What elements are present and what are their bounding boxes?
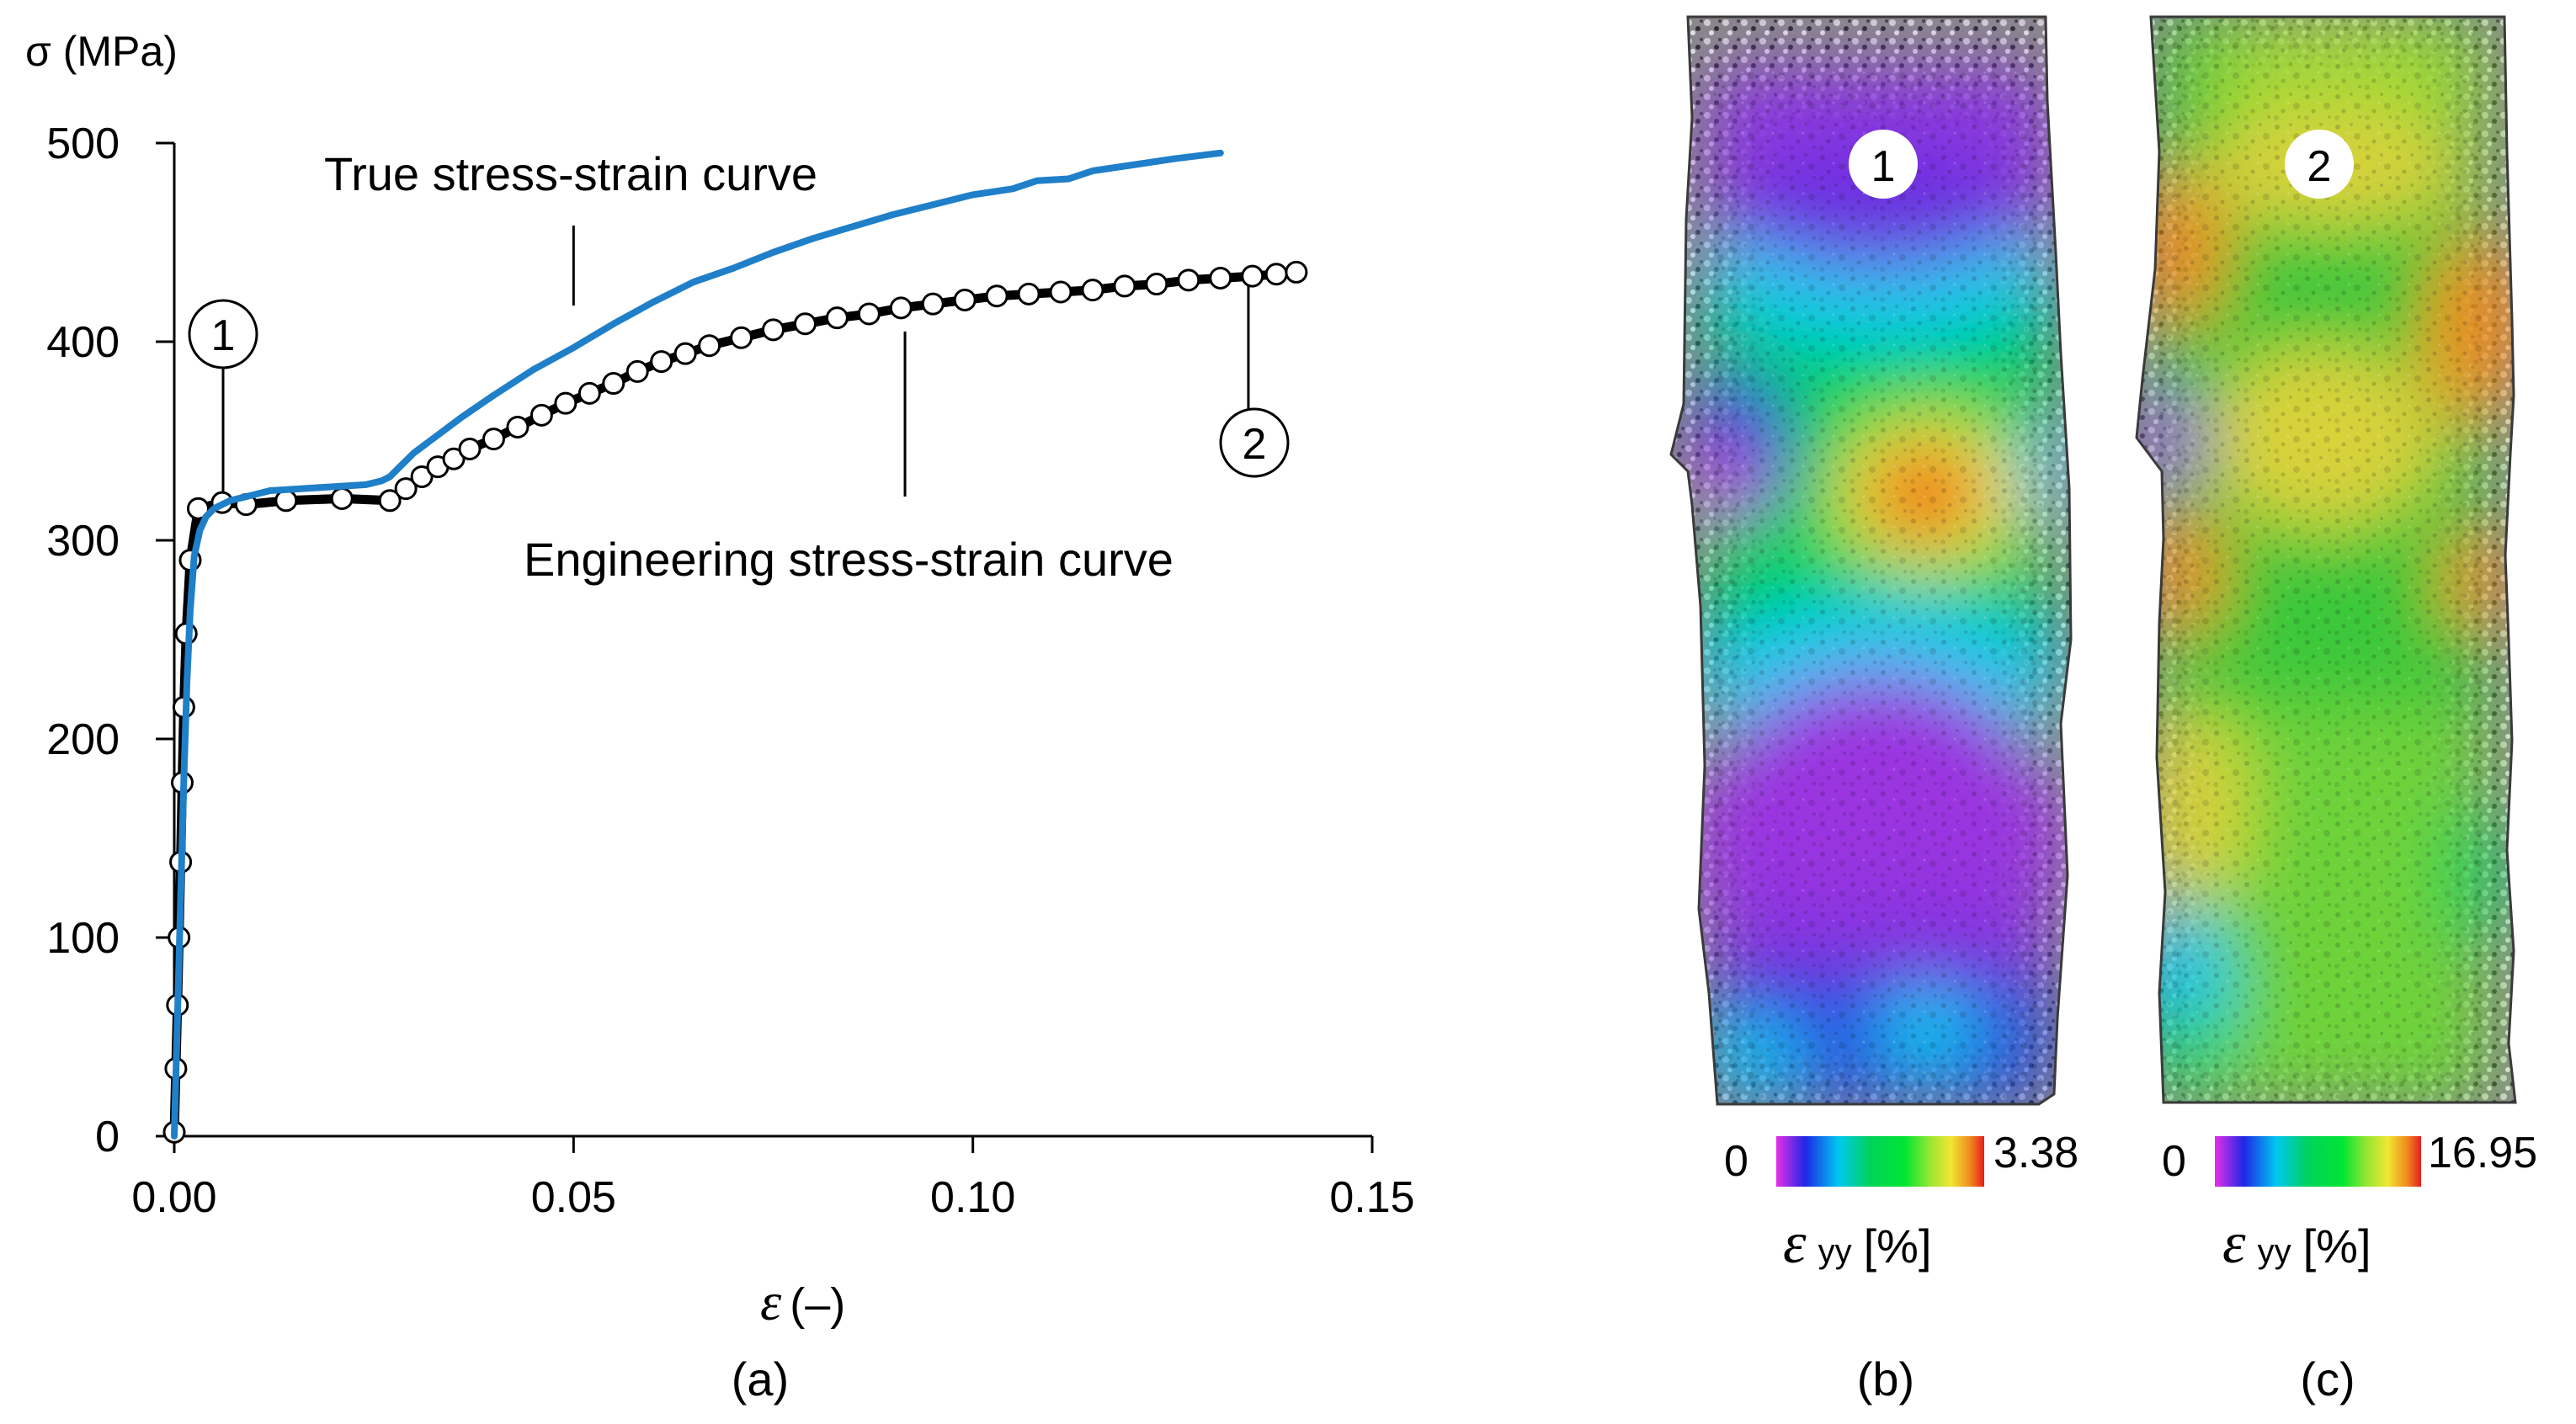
x-tick-label: 0.00 — [131, 1173, 216, 1222]
panel-c-colorbar-gradient — [2215, 1136, 2421, 1187]
panel-a-label: (a) — [732, 1352, 789, 1405]
panel-b-colorbar-gradient — [1776, 1136, 1984, 1187]
engineering-data-point — [274, 489, 298, 513]
engineering-stress-strain-line — [169, 267, 1297, 1133]
engineering-data-point — [889, 296, 913, 320]
tick-marks — [156, 141, 1374, 1153]
panel-c-marker: 2 — [2285, 130, 2354, 199]
panel-c-colorbar-label: ε yy [%] — [2222, 1211, 2371, 1276]
point-1-marker: 1 — [188, 299, 258, 369]
point-2-label: 2 — [1243, 420, 1267, 469]
engineering-data-point — [650, 350, 673, 374]
panel-b-label: (b) — [1857, 1352, 1914, 1405]
panel-b-colorbar-label: ε yy [%] — [1783, 1211, 1932, 1276]
engineering-data-point — [793, 312, 817, 336]
x-tick-labels: 0.00 0.05 0.10 0.15 — [131, 1173, 1414, 1222]
panel-b-marker-label: 1 — [1871, 142, 1896, 191]
engineering-curve-annotation: Engineering stress-strain curve — [524, 533, 1174, 586]
engineering-data-point — [530, 403, 553, 427]
engineering-data-point — [1177, 268, 1200, 292]
point-2-marker: 2 — [1219, 407, 1290, 478]
panel-b-marker-circle — [1849, 130, 1918, 199]
x-tick-label: 0.15 — [1329, 1173, 1414, 1222]
engineering-data-point — [1241, 264, 1264, 288]
specimen-c-image — [2137, 17, 2515, 1103]
engineering-data-point — [1264, 263, 1288, 286]
point-1-circle — [188, 299, 258, 369]
stress-strain-chart: σ (MPa) 0 100 200 300 400 500 0.00 0.05 0.10 0.1… — [25, 28, 1415, 1405]
engineering-data-point — [442, 447, 466, 470]
y-tick-label: 200 — [46, 715, 120, 764]
x-axis-label: ε (–) — [760, 1272, 845, 1331]
engineering-data-point — [625, 359, 649, 383]
engineering-data-point — [394, 477, 418, 501]
engineering-data-point — [458, 437, 482, 460]
engineering-data-point — [330, 486, 354, 510]
engineering-data-point — [1209, 266, 1232, 290]
y-tick-label: 0 — [95, 1113, 120, 1161]
engineering-data-point — [1049, 280, 1072, 304]
engineering-data-point — [1285, 260, 1308, 284]
engineering-data-point — [554, 391, 577, 415]
engineering-data-point — [673, 342, 697, 365]
engineering-data-point — [410, 465, 434, 488]
engineering-data-point — [825, 306, 849, 330]
panel-b-strain-field: 1 0 3.38 ε yy [%] (b) — [1669, 15, 2078, 1405]
point-2-circle — [1219, 407, 1290, 478]
engineering-data-point — [857, 302, 881, 326]
engineering-data-point — [577, 381, 601, 405]
panel-c-marker-circle — [2285, 130, 2354, 199]
panel-c-strain-field: 2 0 16.95 ε yy [%] (c) — [2135, 15, 2537, 1405]
panel-b-colorbar-min: 0 — [1724, 1137, 1748, 1186]
engineering-data-point — [730, 326, 753, 349]
panel-b-marker: 1 — [1849, 130, 1918, 199]
y-tick-label: 400 — [46, 318, 120, 367]
panel-c-label: (c) — [2300, 1352, 2355, 1405]
point-1-label: 1 — [211, 311, 236, 360]
y-axis-label: σ (MPa) — [25, 28, 178, 75]
engineering-data-point — [1017, 282, 1041, 306]
panel-c-marker-label: 2 — [2307, 142, 2332, 191]
true-stress-strain-line — [171, 149, 1224, 1140]
engineering-data-point — [921, 292, 945, 316]
engineering-data-point — [698, 334, 721, 358]
engineering-data-point — [762, 318, 785, 342]
engineering-data-point — [186, 497, 210, 520]
engineering-data-point — [953, 288, 977, 311]
x-tick-label: 0.10 — [930, 1173, 1015, 1222]
engineering-data-point — [482, 428, 505, 451]
y-tick-label: 500 — [46, 120, 120, 168]
engineering-data-points — [162, 260, 1308, 1144]
x-tick-label: 0.05 — [531, 1173, 616, 1222]
engineering-data-point — [985, 284, 1009, 308]
panel-b-colorbar: 0 3.38 ε yy [%] — [1724, 1129, 2078, 1276]
panel-b-colorbar-max: 3.38 — [1993, 1129, 2078, 1177]
y-tick-label: 100 — [46, 914, 120, 963]
true-curve-annotation: True stress-strain curve — [324, 147, 817, 200]
panel-c-colorbar-min: 0 — [2162, 1137, 2186, 1186]
y-tick-labels: 0 100 200 300 400 500 — [46, 120, 120, 1161]
engineering-data-point — [1113, 274, 1136, 298]
specimen-b-image — [1671, 17, 2071, 1104]
panel-c-colorbar-max: 16.95 — [2428, 1129, 2537, 1177]
engineering-data-point — [1145, 273, 1168, 296]
engineering-data-point — [506, 415, 530, 438]
engineering-data-point — [1081, 279, 1104, 302]
engineering-data-point — [378, 489, 402, 513]
y-tick-label: 300 — [46, 517, 120, 566]
panel-c-colorbar: 0 16.95 ε yy [%] — [2162, 1129, 2537, 1276]
engineering-data-point — [602, 372, 625, 396]
